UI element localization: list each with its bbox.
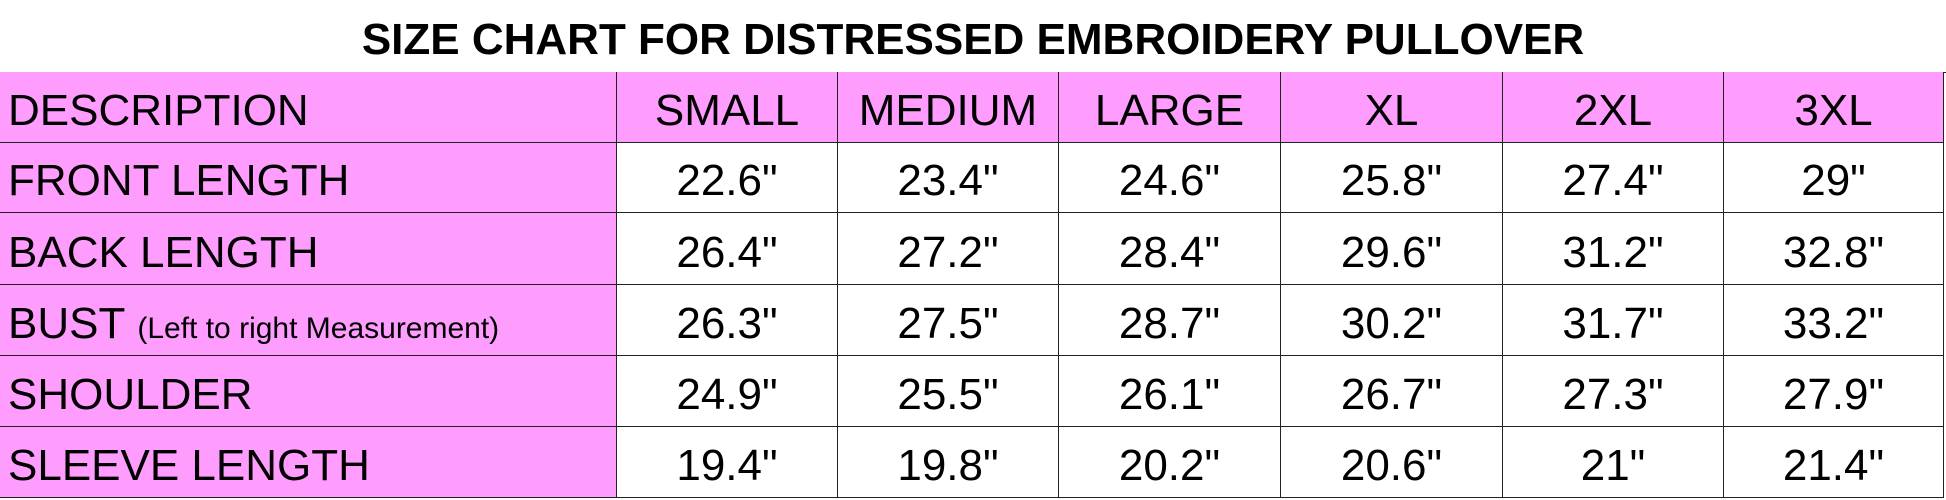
value-cell: 28.4": [1059, 213, 1281, 285]
row-label-cell: SHOULDER: [0, 356, 617, 427]
row-label: SHOULDER: [8, 370, 253, 419]
value-cell: 24.6": [1059, 143, 1281, 213]
value-cell: 33.2": [1724, 285, 1944, 356]
value-cell: 27.9": [1724, 356, 1944, 427]
row-label-cell: BUST (Left to right Measurement): [0, 285, 617, 356]
value-cell: 20.6": [1281, 427, 1503, 498]
value-cell: 21.4": [1724, 427, 1944, 498]
header-cell: 2XL: [1503, 72, 1724, 143]
row-label-cell: SLEEVE LENGTH: [0, 427, 617, 498]
row-label: FRONT LENGTH: [8, 156, 350, 205]
header-cell: 3XL: [1724, 72, 1944, 143]
value-cell: 31.7": [1503, 285, 1724, 356]
row-label-cell: FRONT LENGTH: [0, 143, 617, 213]
value-cell: 21": [1503, 427, 1724, 498]
row-label: BACK LENGTH: [8, 228, 319, 277]
header-cell: LARGE: [1059, 72, 1281, 143]
header-cell: MEDIUM: [838, 72, 1059, 143]
value-cell: 32.8": [1724, 213, 1944, 285]
value-cell: 27.5": [838, 285, 1059, 356]
row-label: BUST: [8, 299, 126, 348]
header-cell: DESCRIPTION: [0, 72, 617, 143]
title: SIZE CHART FOR DISTRESSED EMBROIDERY PUL…: [361, 15, 1585, 64]
value-cell: 19.8": [838, 427, 1059, 498]
row-label-cell: BACK LENGTH: [0, 213, 617, 285]
value-cell: 31.2": [1503, 213, 1724, 285]
value-cell: 23.4": [838, 143, 1059, 213]
row-label: SLEEVE LENGTH: [8, 441, 370, 490]
value-cell: 30.2": [1281, 285, 1503, 356]
value-cell: 26.7": [1281, 356, 1503, 427]
value-cell: 27.4": [1503, 143, 1724, 213]
value-cell: 20.2": [1059, 427, 1281, 498]
value-cell: 29": [1724, 143, 1944, 213]
row-note: (Left to right Measurement): [137, 312, 500, 345]
value-cell: 25.5": [838, 356, 1059, 427]
value-cell: 19.4": [617, 427, 838, 498]
value-cell: 27.2": [838, 213, 1059, 285]
value-cell: 24.9": [617, 356, 838, 427]
value-cell: 26.1": [1059, 356, 1281, 427]
value-cell: 22.6": [617, 143, 838, 213]
value-cell: 26.3": [617, 285, 838, 356]
header-cell: SMALL: [617, 72, 838, 143]
value-cell: 28.7": [1059, 285, 1281, 356]
header-cell: XL: [1281, 72, 1503, 143]
value-cell: 25.8": [1281, 143, 1503, 213]
value-cell: 27.3": [1503, 356, 1724, 427]
value-cell: 26.4": [617, 213, 838, 285]
value-cell: 29.6": [1281, 213, 1503, 285]
